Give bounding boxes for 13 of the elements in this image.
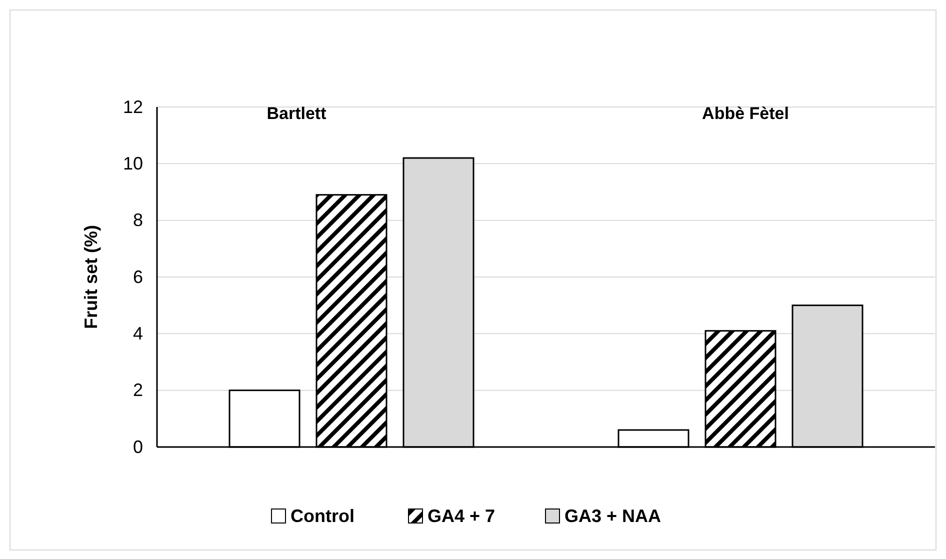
legend-label: Control (290, 506, 354, 526)
y-axis-title: Fruit set (%) (81, 224, 101, 330)
y-tick-label: 6 (132, 266, 143, 287)
y-tick-label: 8 (132, 210, 143, 230)
y-tick-label: 2 (132, 380, 143, 400)
y-tick-label: 4 (132, 323, 143, 344)
x-tick-label: Bartlett (266, 104, 327, 123)
y-tick-label: 0 (132, 436, 143, 457)
y-tick-label: 10 (122, 153, 143, 174)
y-tick-label: 12 (122, 96, 143, 117)
legend-label: GA3 + NAA (564, 506, 662, 526)
x-tick-label: Abbè Fètel (702, 104, 789, 123)
legend-label: GA4 + 7 (428, 506, 496, 526)
